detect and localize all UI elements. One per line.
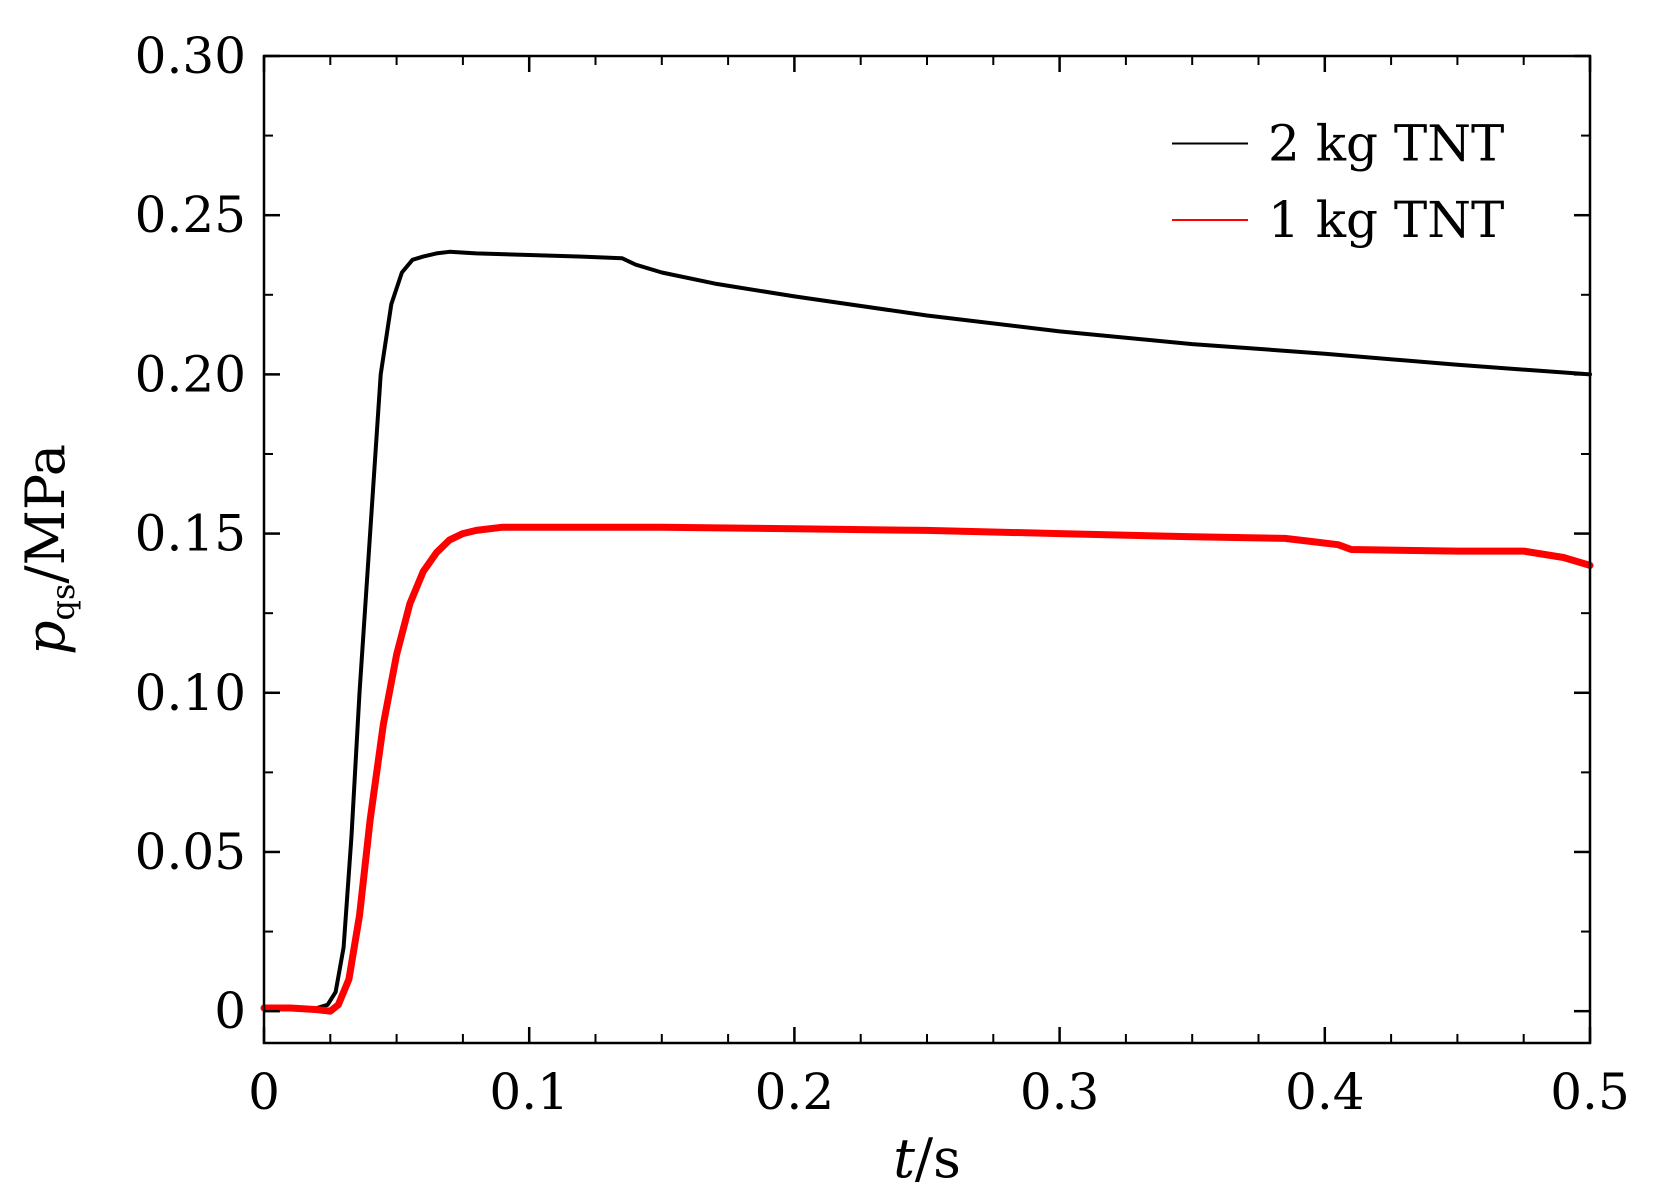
x-tick-label: 0.5 (1550, 1063, 1630, 1121)
y-tick-label: 0.20 (135, 345, 246, 403)
x-tick-label: 0.1 (489, 1063, 569, 1121)
x-tick-label: 0.4 (1285, 1063, 1365, 1121)
x-axis-variable: t (893, 1127, 915, 1189)
y-axis-label: pqs/MPa (14, 444, 82, 655)
y-tick-label: 0.05 (135, 823, 246, 881)
y-tick-label: 0.25 (135, 186, 246, 244)
x-axis-label: t/s (893, 1127, 961, 1189)
tick-labels-layer: 0 0.1 0.2 0.3 0.4 0.5 0 0.05 0.10 0.15 0.20 0.25 0.3… (135, 27, 1630, 1121)
y-tick-label: 0 (214, 982, 246, 1040)
series-layer (260, 249, 1594, 1015)
y-tick-label: 0.15 (135, 505, 246, 563)
y-tick-label: 0.30 (135, 27, 246, 85)
y-axis-unit: /MPa (14, 444, 77, 584)
series-line-1-kg-tnt (260, 523, 1594, 1015)
y-axis-subscript: qs (44, 584, 82, 621)
x-tick-label: 0.2 (755, 1063, 835, 1121)
series-line-2-kg-tnt (262, 249, 1592, 1010)
y-tick-label: 0.10 (135, 664, 246, 722)
ticks-layer (262, 54, 1592, 1043)
x-axis-unit: /s (915, 1127, 961, 1189)
legend-label-2kg-tnt: 2 kg TNT (1268, 115, 1504, 173)
y-axis-variable: p (14, 620, 77, 655)
legend-label-1kg-tnt: 1 kg TNT (1268, 191, 1504, 249)
legend: 2 kg TNT 1 kg TNT (1172, 115, 1504, 249)
x-tick-label: 0 (248, 1063, 280, 1121)
x-tick-label: 0.3 (1020, 1063, 1100, 1121)
